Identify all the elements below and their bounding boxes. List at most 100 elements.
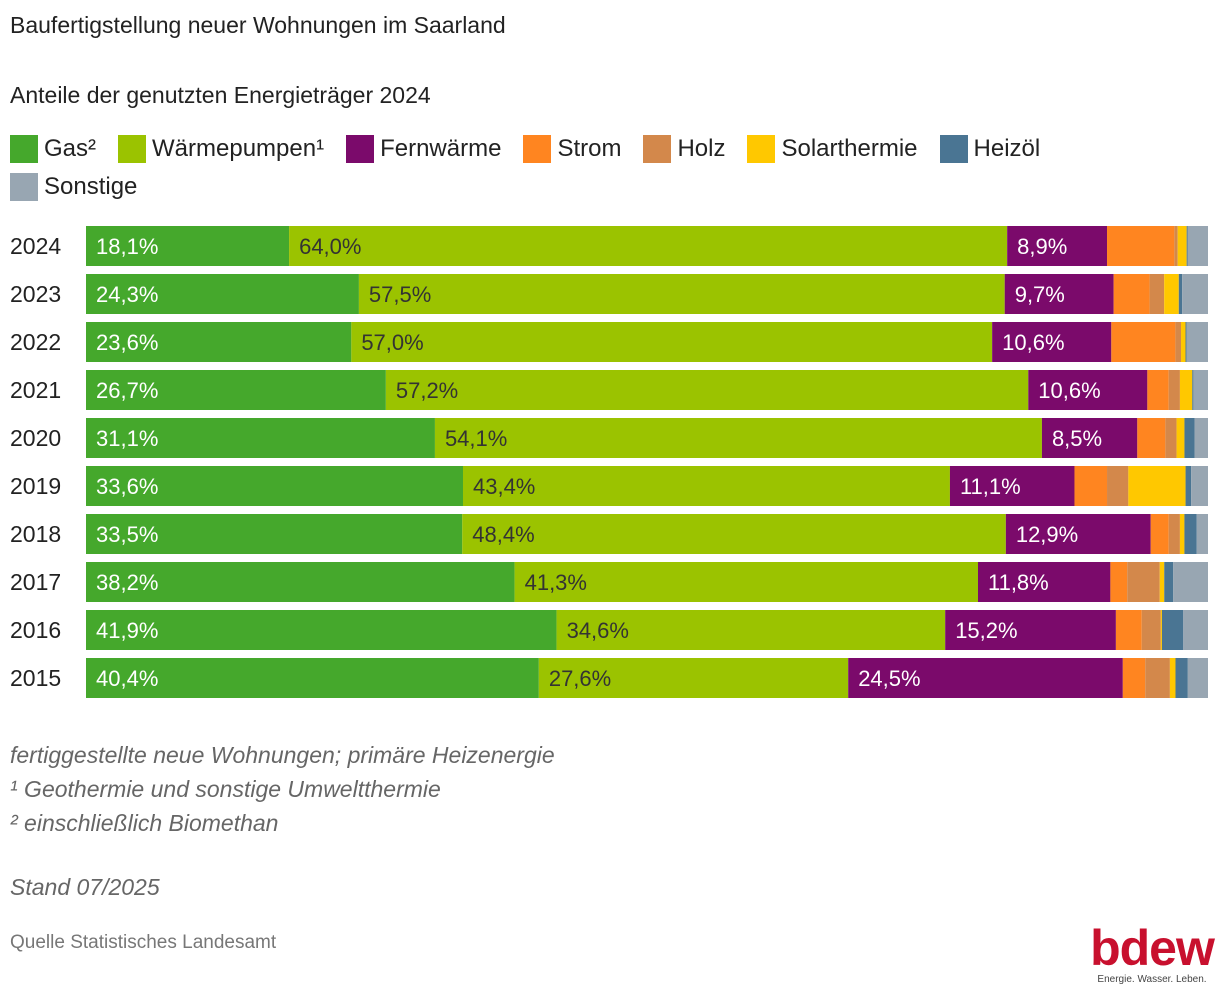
bar-segment: [1174, 226, 1178, 266]
stacked-bar-chart: 2024 18,1% 64,0% 8,9% 2023 24,3% 57,5% 9,7% 2022…: [10, 226, 1208, 698]
bar-segment: [1183, 610, 1208, 650]
bar-segment: [1147, 370, 1169, 410]
legend-label: Solarthermie: [781, 135, 918, 162]
bar-segment: [1122, 658, 1146, 698]
bar-segment: [86, 514, 463, 554]
legend-label: Fernwärme: [380, 135, 502, 162]
legend-swatch: [523, 135, 552, 163]
bar-segment: [1107, 466, 1129, 506]
data-label: 64,0%: [299, 234, 361, 259]
data-label: 57,2%: [396, 378, 458, 403]
bar-segment: [1196, 514, 1208, 554]
data-label: 54,1%: [445, 426, 507, 451]
data-label: 31,1%: [96, 426, 158, 451]
bar-segment: [556, 610, 946, 650]
legend: Gas² Wärmepumpen¹ Fernwärme Strom Holz Solart…: [10, 132, 1160, 208]
y-tick-label: 2021: [10, 377, 61, 403]
bar-segment: [1145, 658, 1170, 698]
bar-segment: [1184, 514, 1197, 554]
bar-segment: [1110, 562, 1128, 602]
legend-item: Gas²: [10, 132, 96, 166]
data-label: 26,7%: [96, 378, 158, 403]
legend-swatch: [10, 135, 38, 163]
bar-segment: [1113, 274, 1150, 314]
bar-segment: [1127, 562, 1160, 602]
footnotes: fertiggestellte neue Wohnungen; primäre …: [10, 738, 555, 840]
bar-segment: [86, 466, 463, 506]
data-label: 18,1%: [96, 234, 158, 259]
bar-segment: [86, 562, 515, 602]
data-label: 34,6%: [567, 618, 629, 643]
y-tick-label: 2015: [10, 665, 61, 691]
bar-segment: [462, 466, 950, 506]
data-label: 41,9%: [96, 618, 158, 643]
data-label: 41,3%: [525, 570, 587, 595]
bar-segment: [1179, 370, 1193, 410]
bar-segment: [351, 322, 993, 362]
footnote-1: ¹ Geothermie und sonstige Umweltthermie: [10, 776, 441, 802]
chart-subtitle: Anteile der genutzten Energieträger 2024: [10, 82, 431, 108]
legend-item: Wärmepumpen¹: [118, 132, 324, 166]
bar-segment: [1107, 226, 1175, 266]
y-tick-label: 2023: [10, 281, 61, 307]
bar-segment: [462, 514, 1006, 554]
bar-segment: [1165, 418, 1177, 458]
bar-segment: [1164, 274, 1179, 314]
logo-wordmark: bdew: [1090, 920, 1215, 976]
y-tick-label: 2019: [10, 473, 61, 499]
bar-segment: [86, 226, 290, 266]
bar-segment: [1173, 562, 1208, 602]
bar-segment: [1111, 322, 1176, 362]
bar-segment: [1115, 610, 1142, 650]
legend-label: Strom: [557, 135, 622, 162]
data-label: 24,3%: [96, 282, 158, 307]
legend-item: Holz: [643, 132, 725, 166]
y-tick-label: 2024: [10, 233, 61, 259]
bar-segment: [1168, 514, 1180, 554]
bar-segment: [538, 658, 849, 698]
bar-segment: [1194, 418, 1208, 458]
bar-segment: [1004, 274, 1114, 314]
data-label: 33,6%: [96, 474, 158, 499]
bar-segment: [1007, 226, 1108, 266]
legend-label: Gas²: [44, 135, 97, 162]
data-label: 12,9%: [1016, 522, 1078, 547]
bdew-logo: bdew Energie. Wasser. Leben.: [1090, 920, 1215, 985]
legend-swatch: [10, 173, 38, 201]
footnote-main: fertiggestellte neue Wohnungen; primäre …: [10, 742, 555, 768]
bar-segment: [1181, 322, 1186, 362]
bar-segment: [86, 370, 386, 410]
legend-swatch: [747, 135, 776, 163]
data-label: 10,6%: [1002, 330, 1064, 355]
bar-segment: [1176, 418, 1185, 458]
data-label: 10,6%: [1038, 378, 1100, 403]
data-label: 8,5%: [1052, 426, 1102, 451]
bar-segment: [1187, 226, 1208, 266]
bar-segment: [1185, 322, 1187, 362]
data-label: 23,6%: [96, 330, 158, 355]
data-label: 11,1%: [960, 474, 1021, 499]
bar-segment: [86, 322, 352, 362]
bar-segment: [86, 610, 557, 650]
bar-segment: [1161, 610, 1184, 650]
bar-segment: [434, 418, 1042, 458]
bar-segment: [1184, 418, 1195, 458]
legend-swatch: [643, 135, 672, 163]
legend-swatch: [939, 135, 968, 163]
bar-segment: [1179, 514, 1185, 554]
y-tick-label: 2018: [10, 521, 61, 547]
y-tick-label: 2020: [10, 425, 61, 451]
bar-segment: [1159, 562, 1165, 602]
bar-segment: [1168, 370, 1180, 410]
bar-segment: [1160, 610, 1162, 650]
legend-swatch: [118, 135, 147, 163]
bar-segment: [1128, 466, 1186, 506]
bar-segment: [1193, 370, 1208, 410]
bar-segment: [1028, 370, 1148, 410]
data-label: 48,4%: [472, 522, 534, 547]
bar-segment: [1186, 226, 1188, 266]
bar-segment: [977, 562, 1111, 602]
stand-date: Stand 07/2025: [10, 874, 160, 900]
bar-segment: [1177, 226, 1187, 266]
data-label: 57,0%: [361, 330, 423, 355]
